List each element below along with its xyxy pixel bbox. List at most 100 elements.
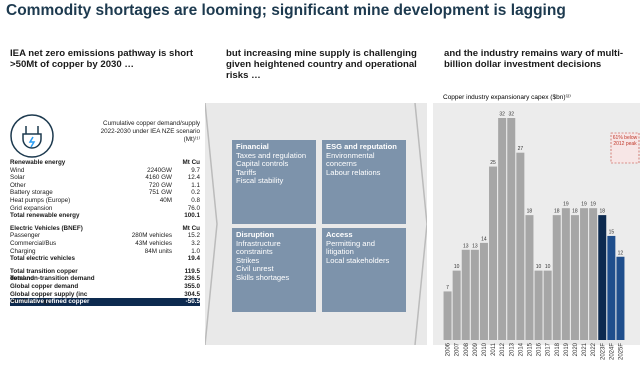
row-label: Wind (10, 166, 25, 174)
bar (507, 118, 516, 340)
row-label: Total non-transition demand (10, 275, 95, 283)
value-label: 18 (554, 209, 560, 215)
bar (489, 166, 498, 340)
row-label: Charging (10, 247, 36, 255)
bar (470, 249, 479, 340)
row-label: Total electric vehicles (10, 255, 75, 263)
value-label: 32 (508, 112, 514, 118)
energy-icon (10, 114, 54, 158)
row-value: 1.1 (191, 181, 200, 189)
table-caption: Cumulative copper demand/supply 2022-203… (100, 120, 200, 143)
table-row: Renewable energy Mt Cu (10, 159, 200, 167)
table-row: Total non-transition demand 236.5 (10, 275, 200, 283)
x-tick-label: 2020 (573, 342, 579, 356)
x-tick-label: 2013 (509, 342, 515, 356)
table-row: Total renewable energy 100.1 (10, 212, 200, 220)
row-label: Grid expansion (10, 204, 53, 212)
chevrons (205, 103, 427, 345)
risk-item: Strikes (236, 255, 260, 265)
x-tick-label: 2010 (482, 342, 488, 356)
value-label: 14 (481, 236, 487, 242)
row-value: 236.5 (184, 275, 200, 283)
row-label: Battery storage (10, 189, 53, 197)
row-value: 15.2 (187, 232, 200, 240)
value-label: 7 (446, 285, 449, 291)
row-label: Cumulative refined copper deficit (10, 298, 90, 313)
table-row: Heat pumps (Europe) 40M 0.8 (10, 197, 200, 205)
row-detail: 84M units (144, 247, 172, 255)
risk-heading: ESG and reputation (326, 142, 397, 151)
x-tick-label: 2024F (609, 343, 615, 360)
chart: Copper industry expansionary capex ($bn)… (443, 93, 640, 360)
row-value: 304.5 (184, 290, 200, 298)
row-detail (102, 291, 172, 299)
annotation-box (610, 132, 640, 164)
bar (461, 249, 470, 340)
row-value: 76.0 (187, 204, 200, 212)
table-row: Grid expansion 76.0 (10, 205, 200, 213)
risk-item: Civil unrest (236, 264, 274, 274)
x-tick-label: 2008 (464, 342, 470, 356)
annotation: 61% below 2012 peak (612, 135, 638, 147)
row-label: Total transition copper demand (10, 267, 78, 283)
row-detail: 2240GW (147, 166, 172, 174)
table-row: Other 720 GW 1.1 (10, 182, 200, 190)
row-value: 0.2 (191, 189, 200, 197)
value-label: 15 (609, 229, 615, 235)
bar (498, 118, 507, 340)
table-row: Wind 2240GW 9.7 (10, 167, 200, 175)
value-label: 18 (527, 209, 533, 215)
table-row: Total transition copper demand 119.5 (10, 267, 200, 283)
bar (561, 208, 570, 340)
risk-heading: Access (326, 230, 353, 239)
bar (452, 270, 461, 340)
row-value: 3.2 (191, 239, 200, 247)
row-label: Solar (10, 174, 25, 182)
bar (479, 242, 488, 340)
x-tick-label: 2011 (491, 342, 497, 356)
risk-item: Permitting and litigation (326, 238, 375, 257)
x-tick-label: 2012 (500, 342, 506, 356)
row-value: 100.1 (184, 212, 200, 220)
x-tick-label: 2018 (555, 342, 561, 356)
value-label: 19 (563, 202, 569, 208)
row-detail (102, 212, 172, 220)
risk-panel: Financial Taxes and regulation Capital con… (205, 103, 427, 345)
bar (570, 215, 579, 340)
x-tick-label: 2019 (564, 342, 570, 356)
row-detail (102, 268, 172, 276)
value-label: 13 (463, 243, 469, 249)
bar (598, 215, 607, 340)
row-label: Commercial/Bus (10, 239, 57, 247)
row-label: Renewable energy (10, 159, 66, 166)
row-label: Other (10, 181, 26, 189)
risk-box: ESG and reputation Environmental concerns… (322, 140, 406, 224)
value-label: 18 (599, 209, 605, 215)
risk-heading: Disruption (236, 230, 274, 239)
row-detail: 720 GW (148, 181, 172, 189)
table-row: Battery storage 751 GW 0.2 (10, 189, 200, 197)
row-value: 1.0 (191, 247, 200, 255)
chart-title: Copper industry expansionary capex ($bn)… (443, 93, 571, 101)
bar (616, 256, 625, 340)
row-value: 9.7 (191, 166, 200, 174)
row-detail: 280M vehicles (131, 232, 172, 240)
row-detail (102, 159, 172, 167)
bar (589, 208, 598, 340)
row-detail (102, 298, 172, 306)
row-value: 119.5 (184, 267, 200, 275)
risk-box: Financial Taxes and regulation Capital con… (232, 140, 316, 224)
risk-item: Tariffs (236, 167, 257, 177)
row-value: Mt Cu (182, 224, 201, 232)
x-tick-label: 2016 (537, 342, 543, 356)
table-row: Total electric vehicles 19.4 (10, 255, 200, 263)
risk-item: Environmental concerns (326, 150, 375, 169)
table-row: Solar 4160 GW 12.4 (10, 174, 200, 182)
value-label: 19 (581, 202, 587, 208)
row-label: Total renewable energy (10, 212, 80, 220)
risk-item: Taxes and regulation (236, 150, 307, 160)
risk-item: Fiscal stability (236, 176, 284, 186)
bar (525, 215, 534, 340)
row-detail (102, 205, 172, 213)
value-label: 10 (536, 264, 542, 270)
